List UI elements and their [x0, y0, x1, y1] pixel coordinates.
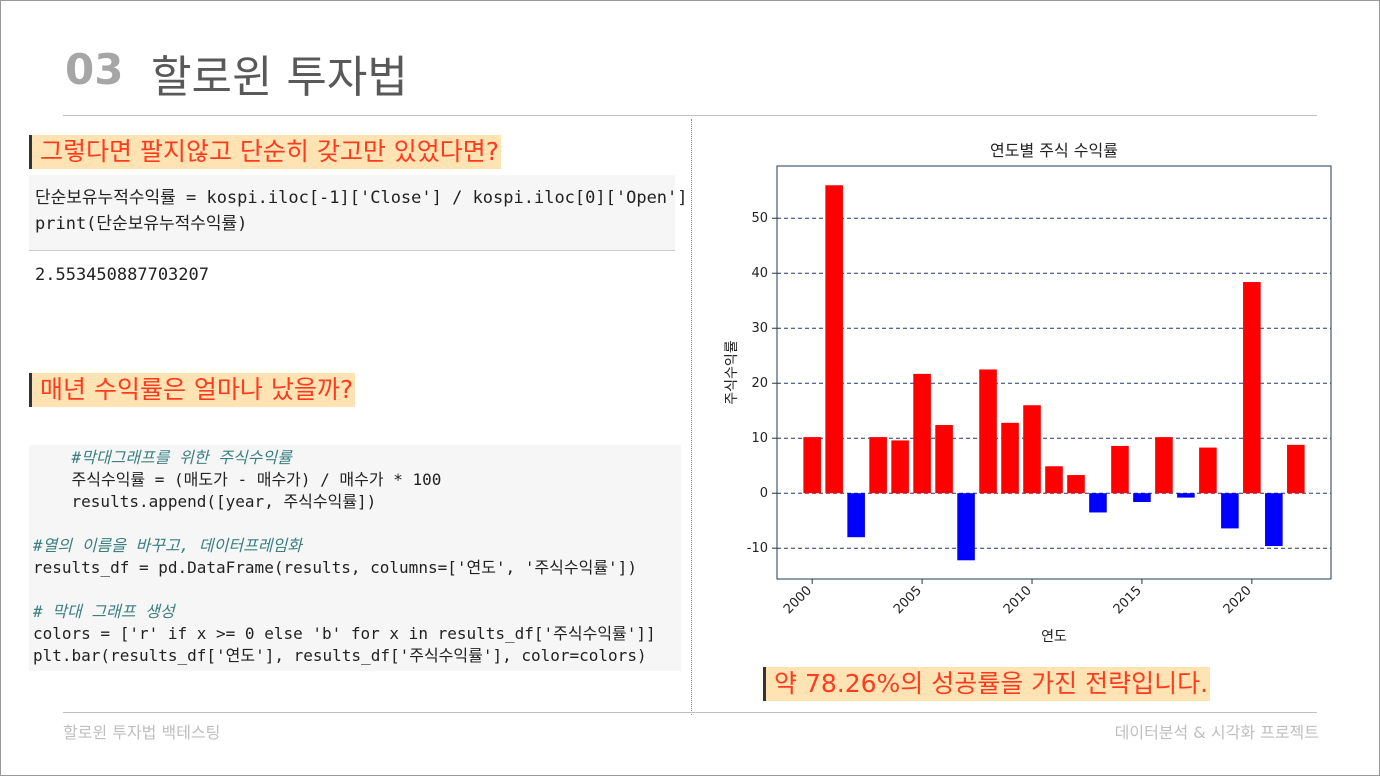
chart-title: 연도별 주식 수익률 — [990, 141, 1118, 160]
divider — [63, 115, 1317, 116]
code-line: results_df = pd.DataFrame(results, colum… — [33, 558, 637, 577]
caption: 약 78.26%의 성공률을 가진 전략입니다. — [763, 667, 1211, 701]
y-tick-label: -10 — [747, 541, 768, 556]
bar — [1199, 447, 1217, 494]
code-line: print(단순보유누적수익률) — [35, 214, 248, 234]
bar — [1067, 475, 1085, 494]
bar — [913, 373, 931, 494]
y-tick-label: 20 — [751, 376, 768, 391]
chart: 연도별 주식 수익률 -10 0 10 20 30 40 50 2000 2005 2010 2015… — [724, 141, 1332, 645]
section-number: 03 — [65, 45, 124, 94]
heading: 그렇다면 팔지않고 단순히 갖고만 있었다면? — [29, 135, 502, 169]
code-line: plt.bar(results_df['연도'], results_df['주식… — [33, 646, 647, 665]
x-tick-label: 2015 — [1111, 583, 1145, 617]
code-group: #열의 이름을 바꾸고, 데이터프레임화 results_df = pd.Data… — [33, 535, 681, 579]
code-line: #열의 이름을 바꾸고, 데이터프레임화 — [33, 536, 302, 555]
bar — [1089, 493, 1107, 513]
bar — [1001, 422, 1019, 494]
bar — [957, 493, 975, 561]
bar — [1177, 493, 1195, 498]
bar — [1045, 466, 1063, 494]
x-tick-label: 2020 — [1221, 583, 1255, 617]
code-line: #막대그래프를 위한 주식수익률 — [33, 448, 292, 467]
x-tick-label: 2005 — [891, 583, 925, 617]
divider — [63, 712, 1317, 713]
y-tick-label: 50 — [751, 211, 768, 226]
x-axis-label: 연도 — [1041, 629, 1067, 645]
y-tick-label: 0 — [760, 486, 768, 501]
code-line: colors = ['r' if x >= 0 else 'b' for x i… — [33, 624, 656, 643]
bar — [1243, 282, 1261, 494]
code-line: # 막대 그래프 생성 — [33, 602, 175, 621]
footer-right: 데이터분석 & 시각화 프로젝트 — [1114, 723, 1319, 742]
plot-frame — [776, 165, 1332, 580]
bar — [1023, 405, 1041, 494]
bar — [825, 185, 843, 494]
bar — [1133, 493, 1151, 503]
bar — [1265, 493, 1283, 547]
code-line: results.append([year, 주식수익률]) — [33, 492, 377, 511]
code-output: 2.553450887703207 — [35, 265, 209, 285]
y-tick-label: 40 — [751, 266, 768, 281]
heading: 매년 수익률은 얼마나 났을까? — [29, 373, 356, 407]
divider — [691, 119, 692, 715]
bar — [847, 493, 865, 538]
y-tick-label: 30 — [751, 321, 768, 336]
footer-left: 할로윈 투자법 백테스팅 — [63, 723, 221, 742]
bar — [1287, 444, 1305, 494]
code-line: 주식수익률 = (매도가 - 매수가) / 매수가 * 100 — [33, 470, 442, 489]
code-block: #막대그래프를 위한 주식수익률 주식수익률 = (매도가 - 매수가) / 매… — [29, 445, 681, 671]
bar — [869, 437, 887, 494]
code-block: 단순보유누적수익률 = kospi.iloc[-1]['Close'] / ko… — [29, 175, 688, 251]
bar — [1221, 493, 1239, 529]
code-group: # 막대 그래프 생성 colors = ['r' if x >= 0 else … — [33, 601, 681, 667]
code-group: #막대그래프를 위한 주식수익률 주식수익률 = (매도가 - 매수가) / 매… — [33, 447, 681, 513]
bar — [891, 440, 909, 494]
bar — [979, 369, 997, 494]
bar — [803, 437, 821, 494]
x-tick-label: 2010 — [1001, 583, 1035, 617]
x-tick-label: 2000 — [781, 583, 815, 617]
code-line: 단순보유누적수익률 = kospi.iloc[-1]['Close'] / ko… — [35, 188, 688, 208]
bar — [1155, 437, 1173, 494]
slide-title: 할로윈 투자법 — [151, 52, 408, 103]
bar — [1111, 445, 1129, 494]
y-tick-label: 10 — [751, 431, 768, 446]
y-axis-label: 주식수익률 — [724, 340, 740, 405]
bar — [935, 425, 953, 494]
